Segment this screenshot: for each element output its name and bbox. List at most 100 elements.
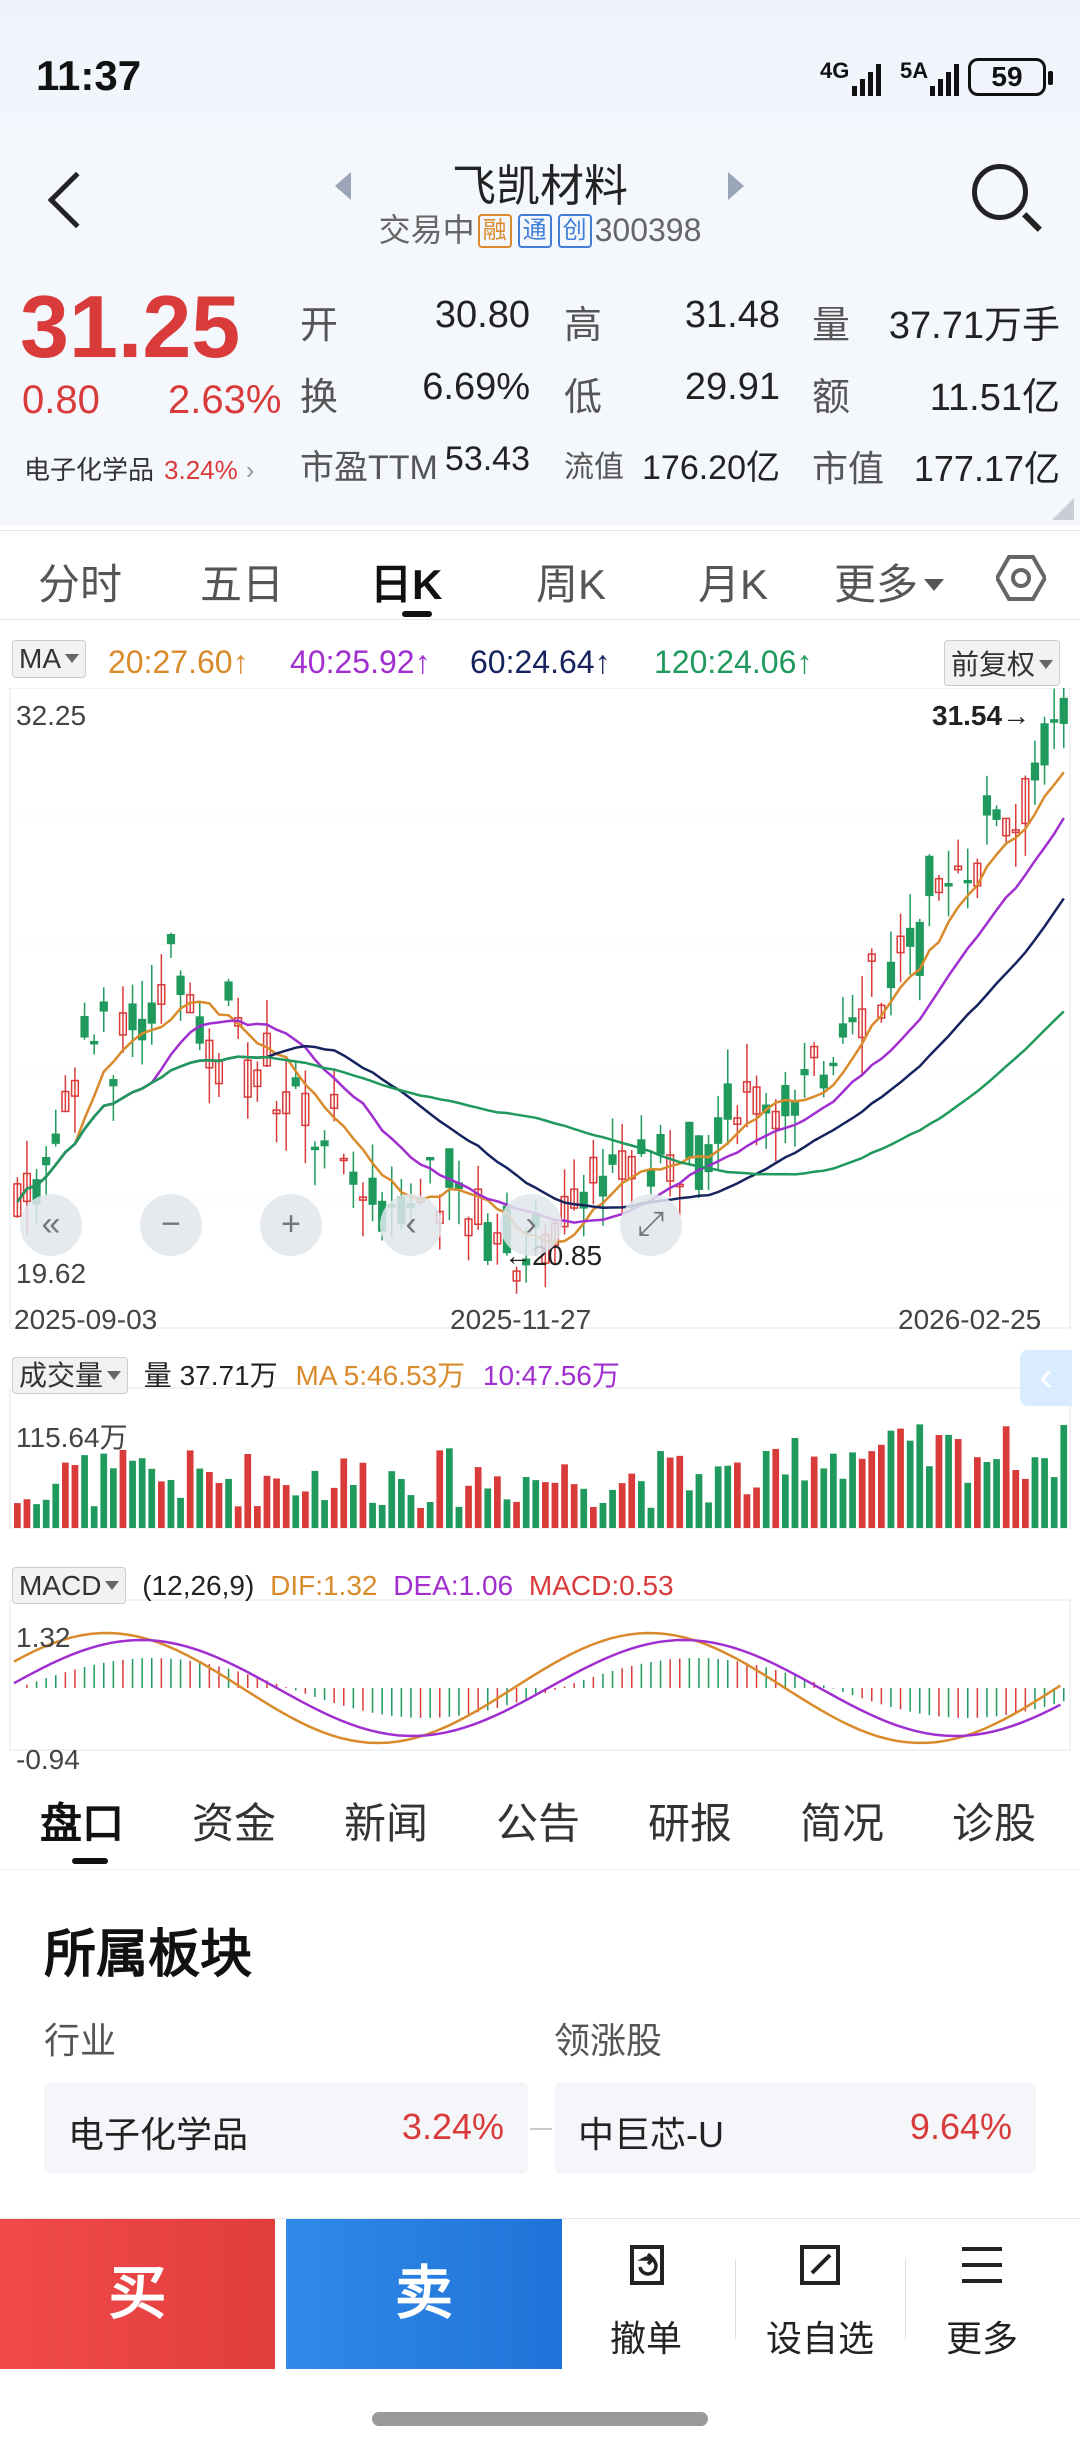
period-tabs: 分时 五日 日K 周K 月K 更多 (0, 530, 1080, 620)
ma20-line (16, 771, 1065, 1244)
leader-pct: 9.64% (909, 2106, 1012, 2147)
volume-bar (522, 1477, 530, 1528)
volume-label: 量 (812, 305, 851, 347)
rewind-button[interactable]: « (20, 1194, 82, 1256)
industry-card[interactable]: 电子化学品 3.24% (44, 2082, 528, 2174)
volume-bar (839, 1478, 847, 1528)
settings-icon[interactable] (996, 553, 1046, 603)
mkt-cap-value: 177.17亿 (913, 448, 1060, 489)
side-panel-toggle-icon[interactable]: ‹ (1020, 1350, 1072, 1406)
tab-profile[interactable]: 简况 (800, 1800, 885, 1847)
ma120-value: 120:24.06↑ (654, 644, 813, 680)
tab-news[interactable]: 新闻 (344, 1800, 429, 1847)
status-bar: 11:37 4G 5A 59 (0, 0, 1080, 150)
volume-bar (743, 1494, 751, 1528)
y-min-label: 19.62 (16, 1258, 87, 1289)
more-button[interactable]: 更多 (902, 2241, 1062, 2362)
stock-name: 飞凯材料 (452, 162, 628, 211)
tab-daily-k[interactable]: 日K (370, 561, 443, 608)
low-value: 29.91 (684, 366, 780, 408)
volume-bar (369, 1502, 376, 1528)
volume-bar (215, 1482, 223, 1528)
leader-card[interactable]: 中巨芯-U 9.64% (554, 2082, 1036, 2174)
candle (982, 795, 992, 816)
candle (810, 1045, 819, 1059)
zoom-out-button[interactable]: − (140, 1194, 202, 1256)
sell-button[interactable]: 卖 (286, 2219, 562, 2369)
home-indicator (372, 2412, 708, 2426)
fullscreen-button[interactable]: ⤢ (620, 1194, 682, 1256)
candle (1002, 817, 1011, 837)
candle (493, 1232, 502, 1245)
candle (349, 1171, 358, 1185)
volume-bar (129, 1460, 136, 1528)
buy-button[interactable]: 买 (0, 2219, 275, 2369)
stock-header: 飞凯材料 交易中融通创 300398 (0, 150, 1080, 270)
tab-more[interactable]: 更多 (834, 551, 945, 612)
candle (157, 984, 166, 1005)
connect-tag: 通 (517, 214, 552, 248)
tab-weekly-k[interactable]: 周K (536, 561, 607, 608)
y-max-label: 32.25 (16, 700, 87, 731)
candle (243, 1059, 252, 1098)
float-cap-label: 流值 (564, 451, 624, 484)
volume-bar (350, 1484, 357, 1528)
scroll-right-button[interactable]: › (500, 1194, 562, 1256)
sector-link[interactable]: 电子化学品 3.24% › (24, 450, 254, 487)
ma-selector[interactable]: MA (12, 640, 86, 678)
chevron-down-icon (65, 654, 79, 663)
candle (598, 1175, 608, 1197)
tab-five-day[interactable]: 五日 (200, 561, 285, 608)
volume-selector[interactable]: 成交量 (12, 1357, 129, 1394)
candle (925, 855, 934, 897)
candle (589, 1156, 598, 1184)
candle (80, 1015, 89, 1038)
candle (838, 1023, 848, 1038)
volume-bar (590, 1506, 597, 1528)
add-watchlist-button[interactable]: 设自选 (740, 2241, 900, 2362)
candle (310, 1146, 320, 1151)
volume-bar (820, 1468, 828, 1528)
volume-bar (666, 1457, 674, 1528)
tab-monthly-k[interactable]: 月K (698, 561, 769, 608)
chart-canvas[interactable] (0, 688, 1080, 1778)
candle (723, 1083, 732, 1120)
volume-bar (753, 1487, 760, 1528)
chevron-down-icon (105, 1581, 120, 1590)
search-icon[interactable] (972, 164, 1028, 220)
tab-funds[interactable]: 资金 (192, 1800, 277, 1847)
candle (291, 1077, 300, 1087)
volume-bar (273, 1478, 280, 1528)
tab-announcements[interactable]: 公告 (496, 1800, 581, 1847)
sector-name: 电子化学品 (24, 455, 155, 485)
prev-stock-icon[interactable] (335, 172, 351, 200)
volume-bar (513, 1501, 520, 1528)
tab-diagnosis[interactable]: 诊股 (952, 1800, 1037, 1847)
candle (886, 961, 896, 989)
cancel-order-button[interactable]: 撤单 (566, 2241, 726, 2362)
candle (512, 1270, 521, 1282)
volume-current: 量 37.71万 (143, 1360, 278, 1391)
candle (570, 1188, 579, 1209)
candle (272, 1109, 281, 1115)
volume-bar (417, 1507, 424, 1528)
adjust-selector[interactable]: 前复权 (944, 640, 1061, 686)
candle (963, 879, 972, 884)
signal-icon (852, 62, 881, 96)
info-tab-indicator (72, 1858, 108, 1864)
dea-line (13, 1638, 1061, 1738)
volume-bar (724, 1465, 732, 1528)
tab-intraday[interactable]: 分时 (38, 561, 123, 608)
chevron-down-icon (924, 579, 945, 591)
volume-bar (542, 1482, 549, 1528)
next-stock-icon[interactable] (728, 172, 744, 200)
pe-label: 市盈TTM (300, 449, 438, 487)
tab-research[interactable]: 研报 (648, 1800, 733, 1847)
zoom-in-button[interactable]: + (260, 1194, 322, 1256)
expand-corner-icon[interactable] (1052, 498, 1074, 520)
volume-bar (551, 1482, 559, 1528)
battery-icon: 59 (968, 58, 1053, 96)
tab-order-book[interactable]: 盘口 (40, 1800, 125, 1847)
scroll-left-button[interactable]: ‹ (380, 1194, 442, 1256)
macd-selector[interactable]: MACD (12, 1567, 127, 1604)
